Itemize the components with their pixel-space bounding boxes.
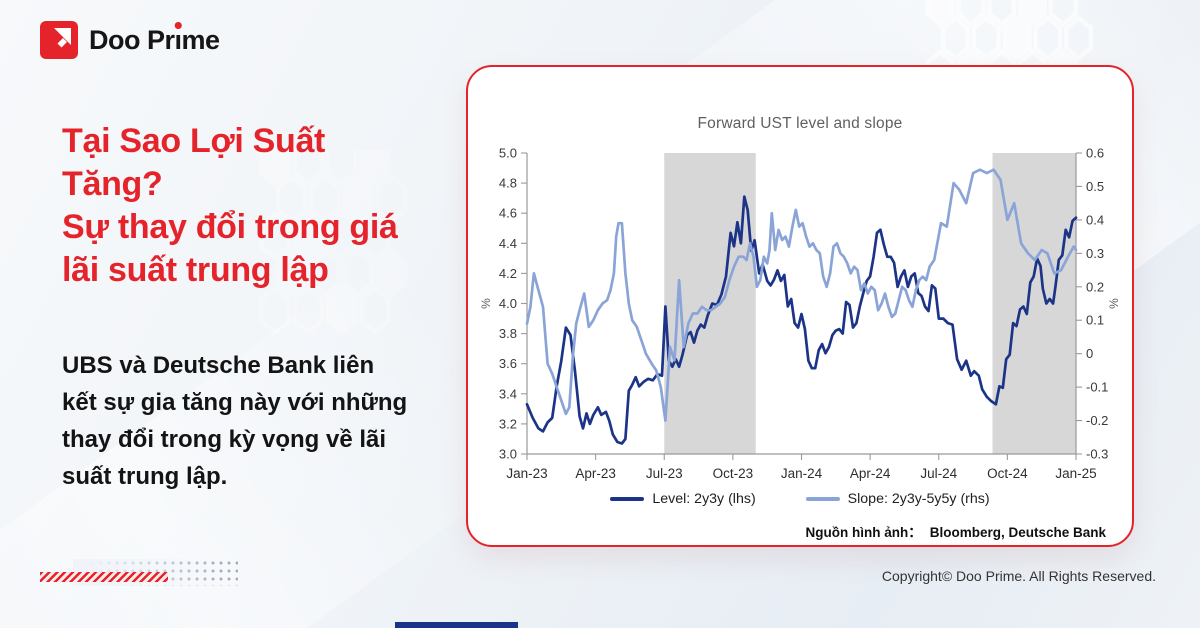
y-axis-label-right: 0.5 [1086, 179, 1104, 194]
legend-item-slope: Slope: 2y3y-5y5y (rhs) [805, 491, 990, 507]
y-axis-label-left: 3.0 [499, 447, 517, 462]
y-axis-label-right: 0.2 [1086, 279, 1104, 294]
shaded-band [992, 153, 1076, 454]
chart-legend: Level: 2y3y (lhs) Slope: 2y3y-5y5y (rhs) [468, 491, 1132, 507]
level-line-swatch [610, 497, 645, 501]
headline-line: lãi suất trung lập [62, 251, 329, 289]
x-axis-label: Oct-24 [987, 466, 1028, 481]
legend-label: Level: 2y3y (lhs) [652, 491, 756, 507]
y-axis-unit-left: % [479, 298, 493, 309]
hexagon-shape [1017, 0, 1048, 27]
forward-ust-chart: 3.0 3.2 3.4 3.6 3.8 4.0 4.2 4.4 4.6 4.8 5.0 -0.3 -0.… [479, 146, 1121, 482]
chart-card: Forward UST level and slope 3.0 3.2 3.4 3.6… [466, 65, 1134, 547]
hexagon-shape [986, 0, 1017, 27]
hexagon-shape [259, 285, 291, 335]
red-i-dot [174, 22, 182, 29]
hexagon-shape [1033, 15, 1063, 61]
y-axis-label-left: 3.6 [499, 356, 517, 371]
red-hatch-bar-decoration [40, 572, 168, 582]
chart-title: Forward UST level and slope [697, 115, 903, 132]
hexagon-shape [1063, 15, 1094, 61]
brand-name: Doo Prı me [89, 21, 220, 59]
page-title: Tại Sao Lợi Suất Tăng? Sự thay đổi trong… [62, 120, 398, 292]
hexagon-shape [956, 0, 986, 27]
x-axis-label: Apr-24 [850, 466, 891, 481]
x-axis-label: Jan-25 [1055, 466, 1096, 481]
headline-line: Tại Sao Lợi Suất [62, 122, 326, 160]
y-axis-label-left: 4.2 [499, 266, 517, 281]
y-axis-label-right: 0.1 [1086, 313, 1104, 328]
x-axis-label: Apr-23 [575, 466, 616, 481]
legend-item-level: Level: 2y3y (lhs) [610, 491, 756, 507]
y-axis-label-left: 4.0 [499, 296, 517, 311]
source-label: Nguồn hình ảnh： [805, 525, 922, 540]
y-axis-label-right: -0.3 [1086, 447, 1108, 462]
y-axis-label-left: 3.2 [499, 416, 517, 431]
y-axis-label-right: -0.2 [1086, 413, 1108, 428]
description-line: thay đổi trong kỳ vọng về lãi [62, 426, 387, 453]
hexagon-shape [971, 15, 1001, 61]
y-axis-label-left: 4.6 [499, 206, 517, 221]
slope-line-swatch [805, 497, 840, 501]
description-line: kết sự gia tăng này với những [62, 389, 408, 416]
legend-label: Slope: 2y3y-5y5y (rhs) [847, 491, 990, 507]
y-axis-label-right: -0.1 [1086, 380, 1108, 395]
y-axis-label-left: 3.8 [499, 326, 517, 341]
navy-bar-decoration [395, 622, 518, 628]
description-line: suất trung lập. [62, 463, 228, 490]
doo-prime-logo-icon [40, 21, 78, 59]
description-text: UBS và Deutsche Bank liên kết sự gia tăn… [62, 347, 407, 495]
y-axis-label-left: 4.4 [499, 236, 517, 251]
copyright-notice: Copyright© Doo Prime. All Rights Reserve… [881, 568, 1156, 584]
hexagon-shape [925, 0, 955, 27]
y-axis-label-right: 0 [1086, 346, 1093, 361]
y-axis-label-right: 0.6 [1086, 146, 1104, 161]
hexagon-shape [292, 285, 325, 335]
y-axis-label-left: 3.4 [499, 386, 517, 401]
y-axis-label-right: 0.4 [1086, 212, 1104, 227]
headline-line: Sự thay đổi trong giá [62, 208, 398, 246]
hexagon-shape [940, 15, 971, 61]
hexagon-shape [358, 285, 391, 335]
level-line [525, 195, 1078, 445]
hexagon-shape [1048, 0, 1078, 27]
hexagon-shape [325, 285, 358, 335]
x-axis-label: Jul-24 [920, 466, 957, 481]
y-axis-label-left: 5.0 [499, 146, 517, 161]
headline-line: Tăng? [62, 165, 163, 203]
x-axis-label: Oct-23 [713, 466, 754, 481]
source-value: Bloomberg, Deutsche Bank [929, 525, 1106, 540]
y-axis-label-right: 0.3 [1086, 246, 1104, 261]
slope-line [525, 168, 1078, 422]
image-source-credit: Nguồn hình ảnh： Bloomberg, Deutsche Bank [805, 521, 1106, 541]
description-line: UBS và Deutsche Bank liên [62, 352, 375, 379]
hexagon-shape [1002, 15, 1032, 61]
doo-prime-logo: Doo Prı me [40, 21, 220, 59]
y-axis-unit-right: % [1107, 298, 1121, 309]
x-axis-label: Jan-23 [506, 466, 547, 481]
x-axis-label: Jan-24 [781, 466, 823, 481]
x-axis-label: Jul-23 [646, 466, 683, 481]
y-axis-label-left: 4.8 [499, 176, 517, 191]
